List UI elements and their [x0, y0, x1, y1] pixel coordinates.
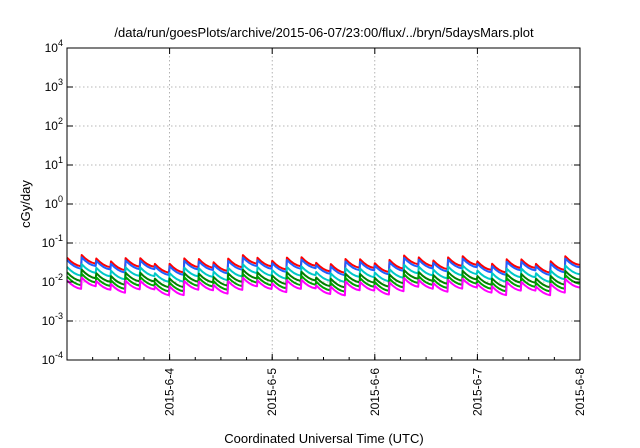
y-tick-label: 102 — [45, 116, 63, 133]
series-line — [66, 263, 580, 283]
x-tick-label: 2015-6-6 — [368, 368, 382, 416]
x-tick-label: 2015-6-4 — [163, 368, 177, 416]
y-tick-label: 104 — [45, 38, 63, 55]
series-line — [66, 268, 580, 289]
x-tick-label: 2015-6-7 — [470, 368, 484, 416]
y-axis: 104 103 102 101 100 10-1 10-2 10-3 10-4 — [42, 38, 580, 367]
y-tick-label: 101 — [45, 155, 63, 172]
x-axis: 2015-6-4 2015-6-5 2015-6-6 2015-6-7 2015-6-8 — [66, 48, 587, 416]
series-line — [66, 256, 580, 277]
x-tick-label: 2015-6-8 — [573, 368, 587, 416]
y-tick-label: 100 — [45, 194, 63, 211]
y-tick-label: 10-2 — [42, 272, 63, 289]
series-line — [66, 272, 580, 293]
x-axis-label: Coordinated Universal Time (UTC) — [224, 431, 423, 446]
y-axis-label: cGy/day — [18, 180, 33, 228]
chart-title: /data/run/goesPlots/archive/2015-06-07/2… — [114, 25, 534, 40]
series-line — [66, 276, 580, 297]
y-tick-label: 103 — [45, 77, 63, 94]
plot-series — [66, 254, 580, 297]
y-tick-label: 10-4 — [42, 350, 63, 367]
x-tick-label: 2015-6-5 — [265, 368, 279, 416]
y-tick-label: 10-3 — [42, 311, 63, 328]
grid-lines — [67, 48, 580, 360]
y-tick-label: 10-1 — [42, 233, 63, 250]
